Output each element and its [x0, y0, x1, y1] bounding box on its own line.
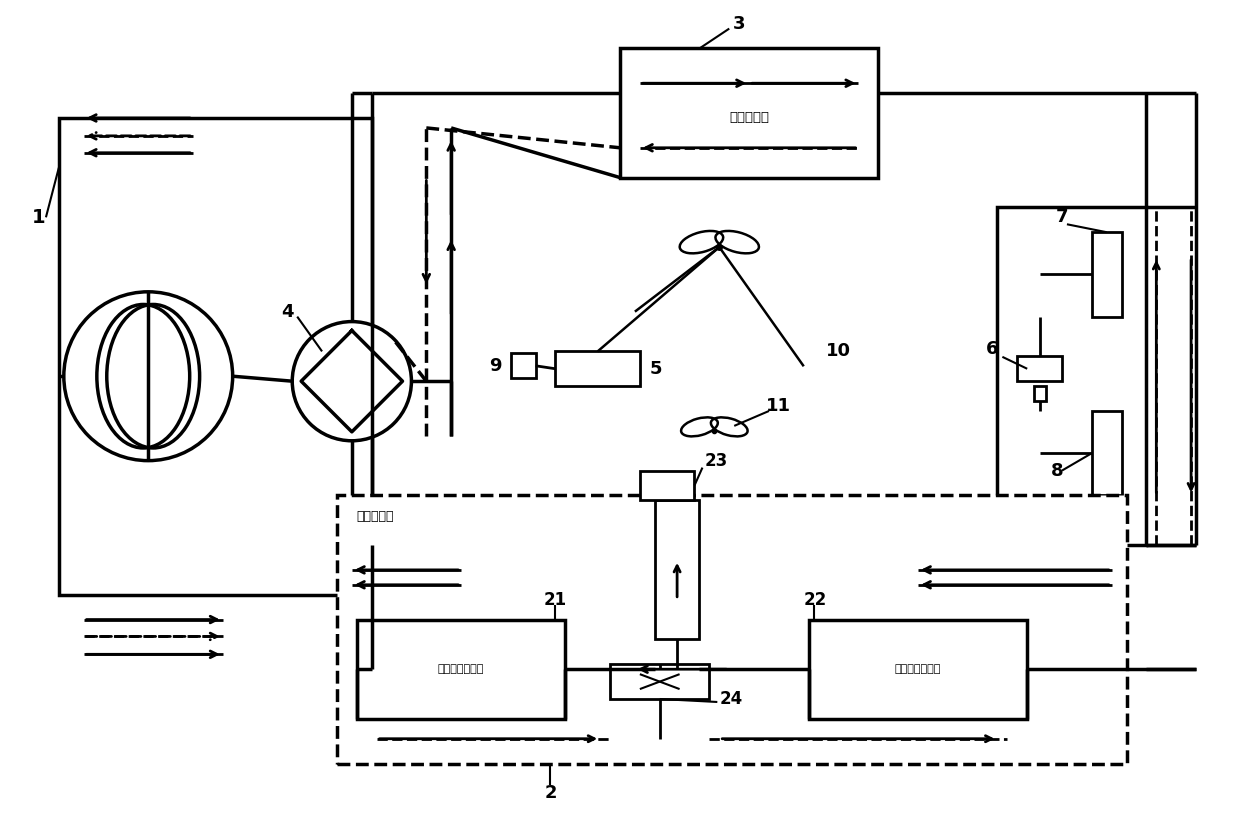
- Text: 2: 2: [544, 784, 557, 802]
- Bar: [511, 353, 536, 378]
- Text: 5: 5: [650, 360, 662, 378]
- Text: 第一室内换热器: 第一室内换热器: [438, 664, 485, 674]
- Bar: [997, 207, 1147, 545]
- Text: 室内换热器: 室内换热器: [357, 510, 394, 523]
- Text: 22: 22: [804, 591, 827, 609]
- Bar: [640, 471, 694, 500]
- Text: 21: 21: [544, 591, 567, 609]
- Text: 11: 11: [766, 397, 791, 415]
- Bar: [556, 352, 640, 386]
- Text: 第二室内换热器: 第二室内换热器: [895, 664, 941, 674]
- Bar: [337, 495, 1126, 764]
- Text: 8: 8: [1050, 462, 1064, 480]
- Text: 24: 24: [719, 690, 743, 708]
- Text: 6: 6: [986, 340, 998, 358]
- Text: 23: 23: [704, 451, 728, 469]
- Bar: [58, 118, 372, 595]
- Bar: [1034, 386, 1045, 401]
- Bar: [1017, 357, 1061, 381]
- Text: 3: 3: [733, 15, 745, 33]
- Bar: [610, 664, 709, 699]
- Bar: [357, 619, 565, 719]
- Bar: [1091, 233, 1121, 317]
- Circle shape: [63, 292, 233, 461]
- Bar: [808, 619, 1027, 719]
- Text: 7: 7: [1055, 208, 1068, 226]
- Text: 9: 9: [490, 357, 502, 375]
- Text: 4: 4: [281, 303, 294, 321]
- Circle shape: [293, 322, 412, 441]
- Bar: [620, 48, 878, 178]
- Text: 1: 1: [32, 208, 46, 227]
- Bar: [1091, 411, 1121, 495]
- Text: 室外换热器: 室外换热器: [729, 112, 769, 125]
- Text: 10: 10: [826, 343, 851, 361]
- Bar: [655, 500, 699, 640]
